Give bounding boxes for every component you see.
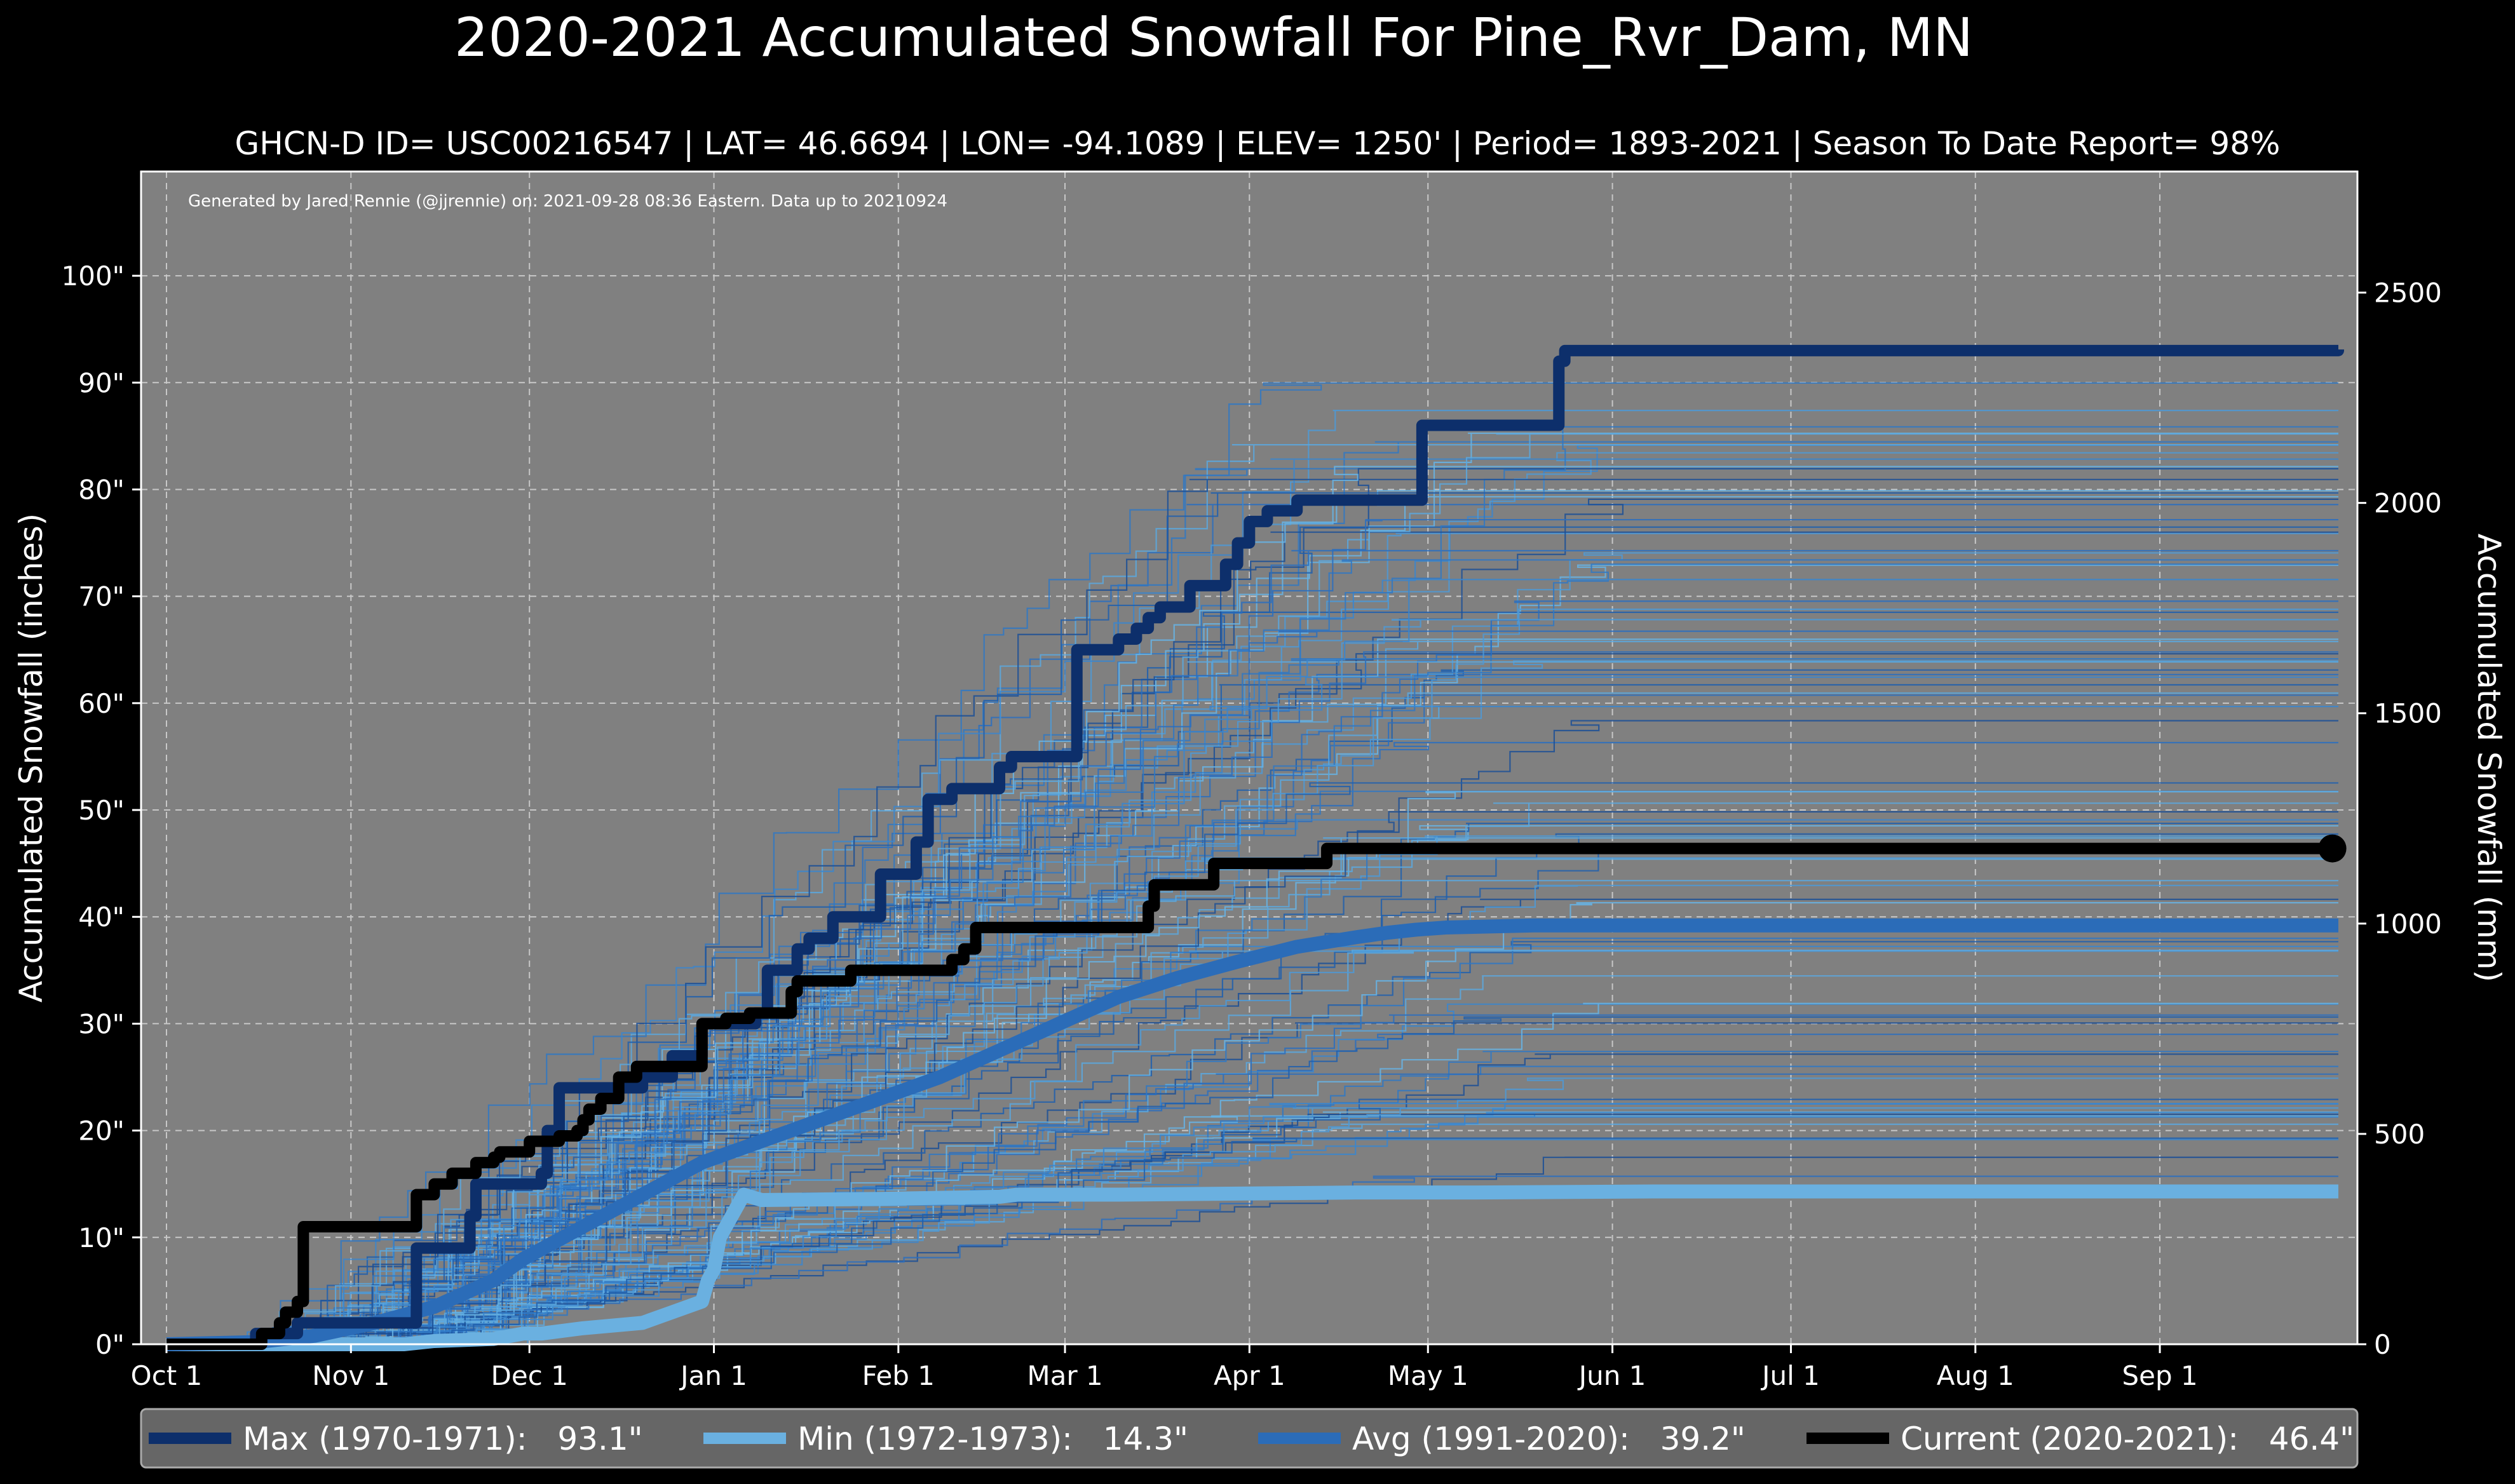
historical-season-line-96 [166,1137,2338,1346]
historical-season-line-60 [166,880,2338,1346]
series-line-current [166,842,2333,1350]
historical-season-line-72 [166,1098,2338,1346]
historical-season-line-87 [166,466,2338,1346]
historical-season-line-54 [166,720,2338,1346]
historical-season-line-78 [166,478,2338,1346]
series-line-avg [166,918,2338,1351]
historical-season-line-94 [166,811,2338,1346]
legend: Max (1970-1971): 93.1" Min (1972-1973): 1… [140,1408,2359,1469]
legend-box [140,1408,2359,1469]
x-tick-label-11: Sep 1 [2122,1360,2197,1391]
x-tick-label-5: Mar 1 [1027,1360,1102,1391]
y-tick-label-1: 10" [78,1222,125,1253]
historical-season-line-90 [166,1102,2338,1346]
series-line-min [166,1184,2338,1351]
series-line-max [166,344,2344,1350]
chart-credit: Generated by Jared Rennie (@jjrennie) on… [188,192,947,211]
historical-season-line-77 [166,937,2338,1346]
y-tick-label-9: 90" [78,367,125,398]
y-tick-label-10: 100" [62,260,125,292]
historical-season-line-75 [166,609,2338,1346]
chart-subtitle: GHCN-D ID= USC00216547 | LAT= 46.6694 | … [234,125,2280,162]
historical-season-line-35 [166,552,2338,1346]
historical-season-line-92 [166,949,2338,1346]
y-tick-label-2: 20" [78,1116,125,1147]
historical-season-line-85 [166,559,2338,1346]
highlight-series [166,344,2344,1351]
historical-season-line-1 [166,1034,2338,1346]
historical-season-line-30 [166,498,2338,1346]
historical-season-line-25 [166,694,2338,1346]
y-tick-label-4: 40" [78,901,125,933]
y-tick-label-6: 60" [78,688,125,719]
legend-label-min: Min (1972-1973): 14.3" [797,1420,1188,1457]
y2-axis-ticks: 0 500 1000 1500 2000 2500 [2357,278,2442,1360]
historical-season-line-8 [166,846,2338,1346]
x-tick-label-0: Oct 1 [131,1360,203,1391]
x-tick-label-4: Feb 1 [862,1360,935,1391]
historical-season-line-88 [166,782,2338,1346]
x-tick-label-10: Aug 1 [1937,1360,2014,1391]
x-tick-label-8: Jun 1 [1577,1360,1646,1391]
x-tick-label-7: May 1 [1388,1360,1468,1391]
historical-season-line-51 [166,835,2338,1346]
current-season-marker [2318,834,2347,863]
y-axis-label: Accumulated Snowfall (inches) [13,513,50,1002]
legend-label-max: Max (1970-1971): 93.1" [243,1420,643,1457]
chart-title: 2020-2021 Accumulated Snowfall For Pine_… [454,6,1973,69]
y-tick-label-5: 50" [78,795,125,826]
historical-season-line-59 [166,857,2338,1346]
historical-season-line-79 [166,901,2338,1346]
historical-season-line-71 [166,638,2338,1346]
historical-season-line-83 [166,619,2338,1346]
historical-season-line-82 [166,1103,2338,1346]
historical-season-line-70 [166,531,2338,1346]
legend-label-avg: Avg (1991-2020): 39.2" [1352,1420,1746,1457]
x-tick-label-6: Apr 1 [1214,1360,1285,1391]
y2-tick-label-3: 1500 [2374,698,2442,729]
y2-axis-label: Accumulated Snowfall (mm) [2471,534,2507,982]
historical-season-line-63 [166,1002,2338,1346]
y2-tick-label-4: 2000 [2374,488,2442,519]
current-end-point [2318,834,2347,863]
historical-season-line-95 [166,791,2338,1346]
x-axis-ticks: Oct 1 Nov 1 Dec 1 Jan 1 Feb 1 Mar 1 Apr 1 May 1… [131,1344,2198,1391]
y-tick-label-3: 30" [78,1008,125,1039]
legend-label-current: Current (2020-2021): 46.4" [1901,1420,2354,1457]
x-tick-label-9: Jul 1 [1760,1360,1820,1391]
historical-season-line-97 [166,630,2338,1346]
y2-tick-label-2: 1000 [2374,908,2442,940]
y2-tick-label-5: 2500 [2374,278,2442,309]
historical-season-line-89 [166,518,2338,1346]
y-axis-ticks: 0" 10" 20" 30" 40" 50" 60" 70" 80" 90" 100" [62,260,141,1360]
y2-tick-label-0: 0 [2374,1329,2391,1360]
x-tick-label-2: Dec 1 [491,1360,568,1391]
y-tick-label-7: 70" [78,581,125,612]
x-tick-label-3: Jan 1 [679,1360,747,1391]
y2-tick-label-1: 500 [2374,1119,2425,1150]
x-tick-label-1: Nov 1 [312,1360,390,1391]
y-tick-label-8: 80" [78,474,125,505]
y-tick-label-0: 0" [95,1329,125,1360]
